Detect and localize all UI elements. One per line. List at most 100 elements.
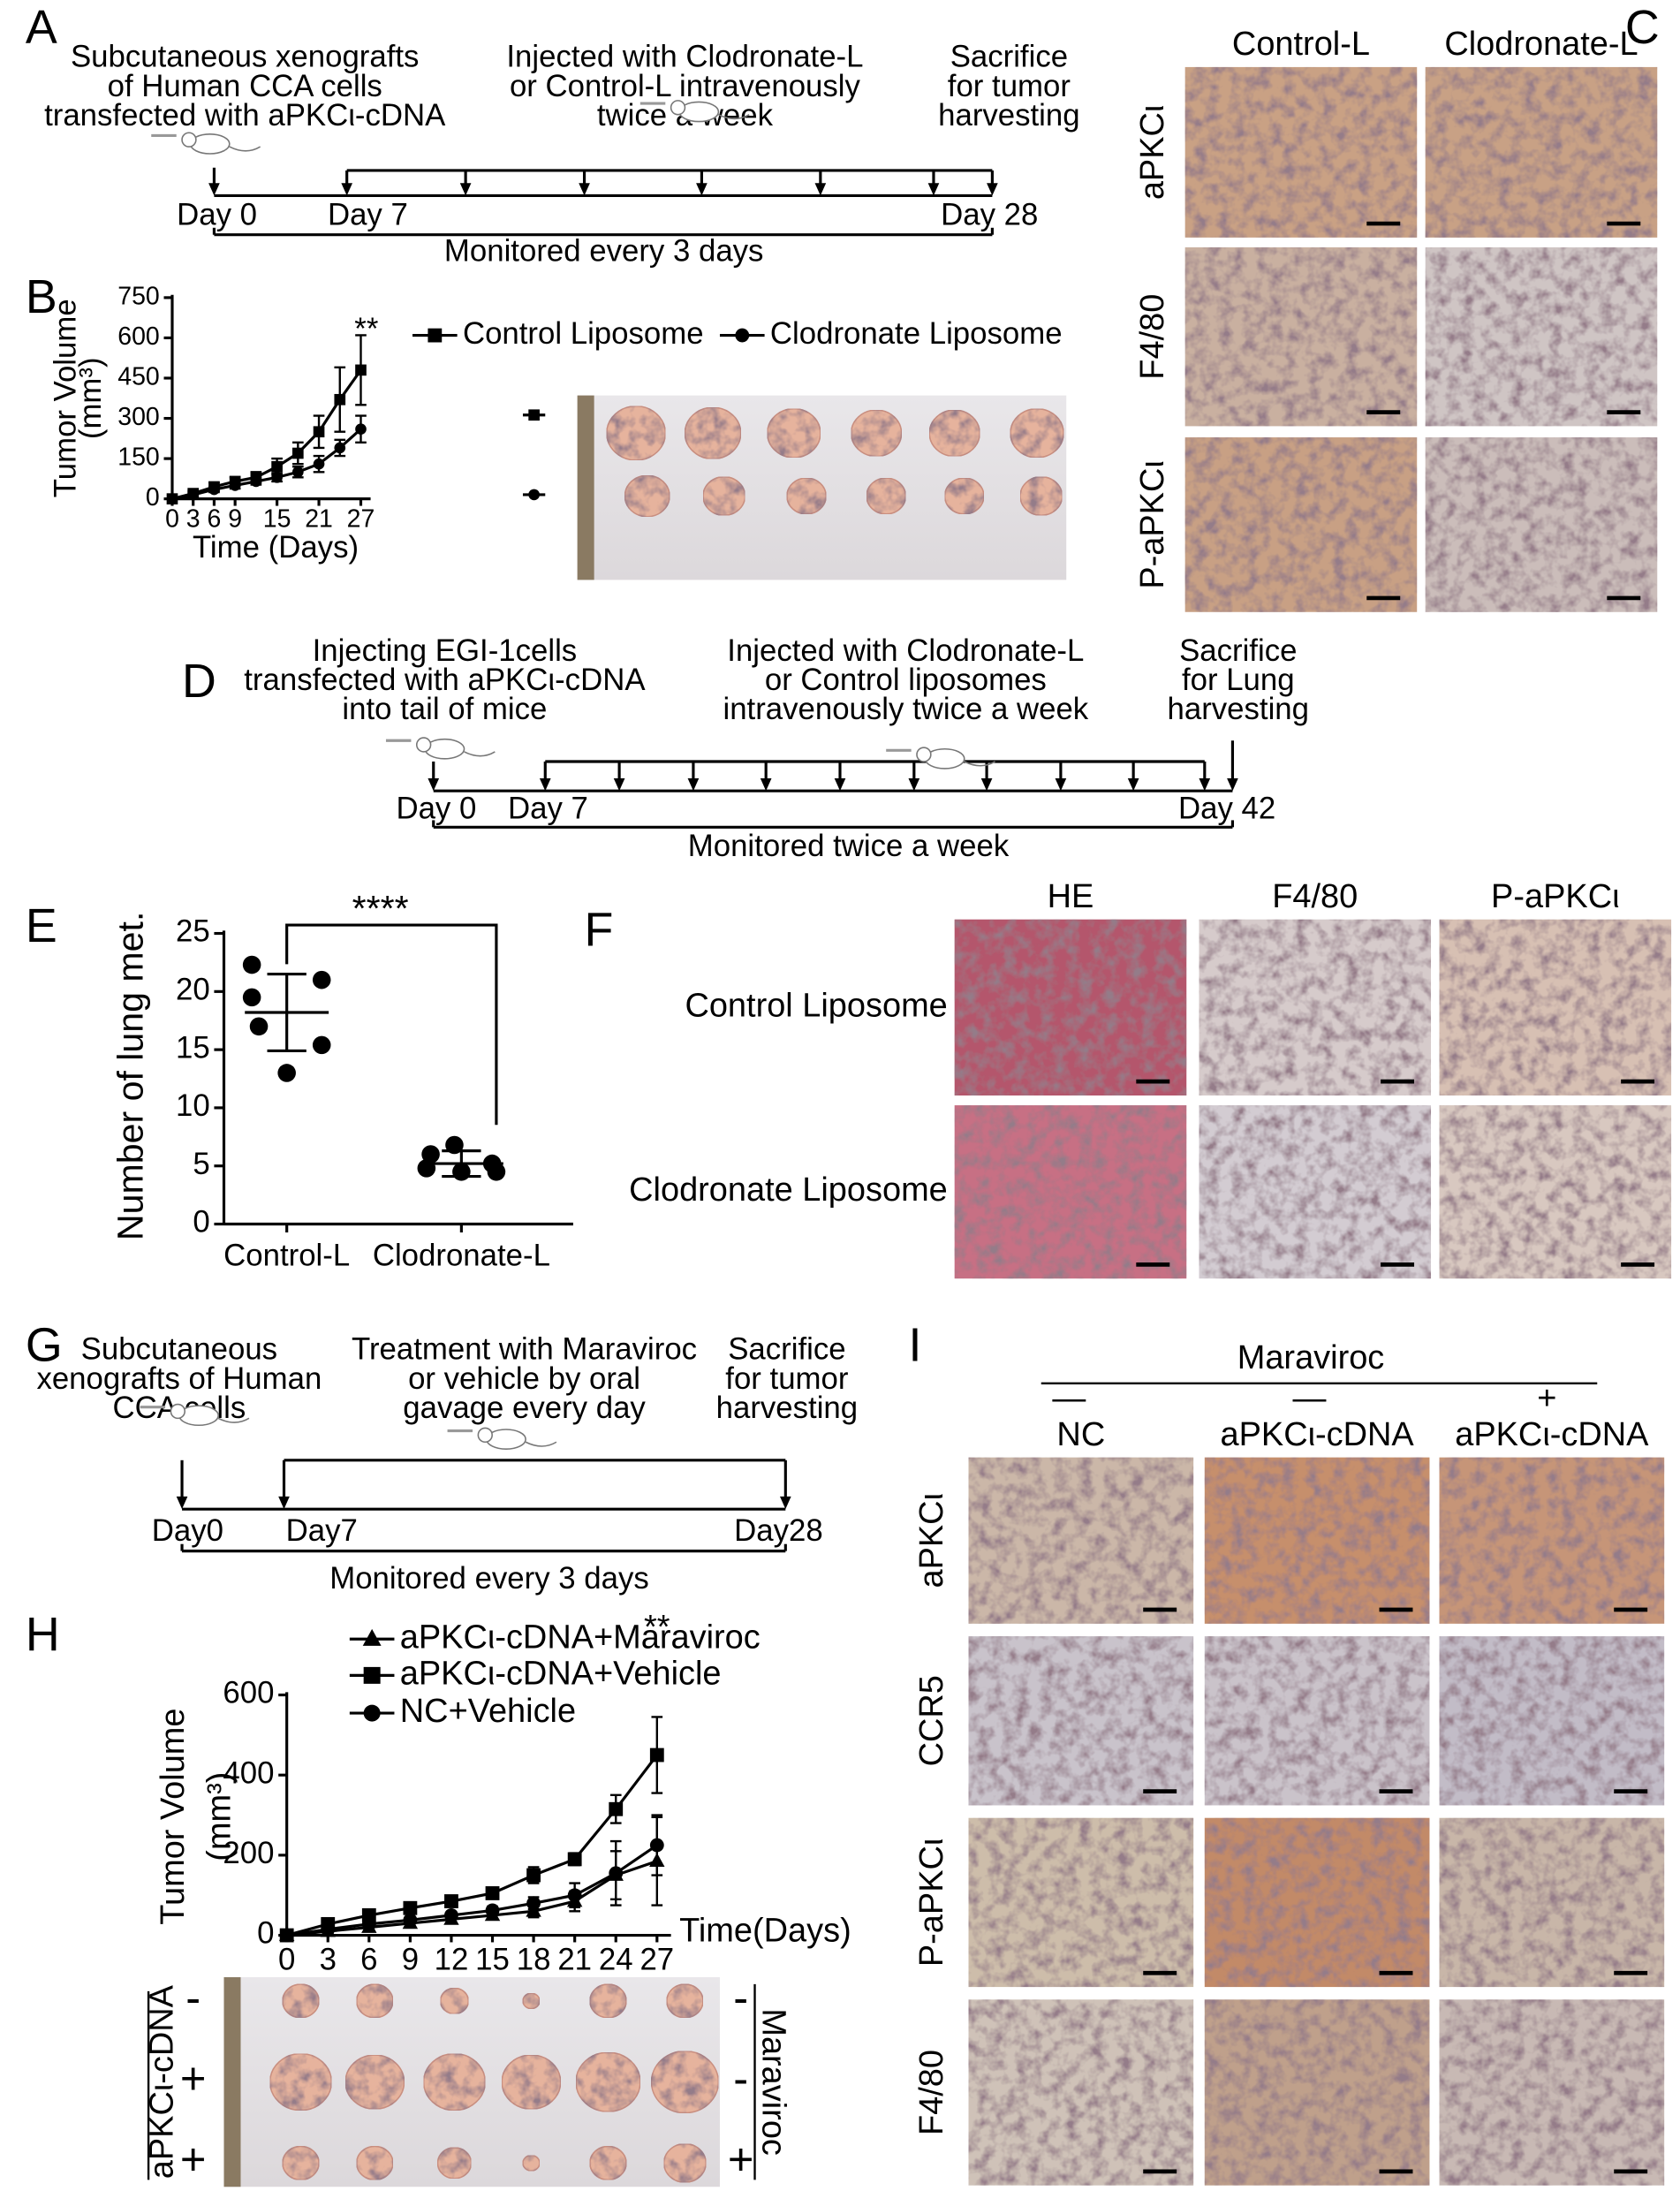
x-axis-label: Time (Days)	[193, 531, 359, 565]
day-label: Day7	[286, 1514, 358, 1548]
mouse-icon	[415, 737, 432, 753]
series-line	[286, 1860, 658, 1937]
arrow-head	[779, 1496, 791, 1510]
step-text: Injected with Clodronate-L	[727, 634, 1084, 668]
micrograph	[1425, 246, 1658, 427]
x-tick-label: 9	[402, 1943, 419, 1976]
arrow-head	[579, 183, 590, 196]
column-label: NC	[1056, 1416, 1105, 1453]
step-text: harvesting	[1168, 693, 1309, 726]
photo-row-sign: +	[728, 2134, 754, 2185]
sd-bar	[267, 973, 306, 1053]
day-label: Day 7	[508, 792, 588, 826]
micrograph	[1199, 1105, 1432, 1279]
step-text: or vehicle by oral	[408, 1362, 640, 1396]
treatment-sign: —	[1292, 1380, 1326, 1417]
mouse-icon	[424, 738, 465, 760]
day-label: Day 0	[396, 792, 476, 826]
tumor	[355, 2145, 394, 2181]
row-label: Control Liposome	[685, 987, 947, 1024]
photo-row-sign: +	[180, 2053, 207, 2104]
y-tick-label: 5	[193, 1148, 209, 1181]
y-tick-label: 400	[223, 1756, 274, 1790]
day-label: Day 7	[328, 198, 408, 231]
panel-letter: B	[26, 270, 57, 323]
tumor	[850, 409, 903, 458]
x-tick-label: 24	[599, 1943, 633, 1976]
row-label: Clodronate Liposome	[629, 1171, 948, 1209]
micrograph	[968, 1999, 1194, 2186]
data-point	[485, 1886, 500, 1900]
data-point	[526, 1896, 541, 1911]
panel-letter: G	[26, 1318, 63, 1371]
micrograph	[1184, 66, 1418, 238]
step-text: for tumor	[948, 70, 1071, 103]
mouse-icon	[178, 1405, 219, 1427]
row-label: F4/80	[913, 2050, 950, 2135]
micrograph	[1439, 1105, 1672, 1279]
data-point	[334, 442, 346, 454]
y-tick-label: 600	[223, 1677, 274, 1710]
tumor	[589, 2145, 627, 2181]
data-point	[271, 460, 283, 473]
data-point	[649, 1747, 664, 1763]
data-point	[312, 1035, 331, 1055]
column-label: P-aPKCι	[1491, 878, 1619, 915]
treatment-sign: +	[1537, 1380, 1556, 1417]
y-axis-label: (mm³)	[74, 357, 108, 439]
sd-bar	[442, 1149, 481, 1179]
group-label: Maraviroc	[1237, 1339, 1385, 1376]
x-tick-label: Clodronate-L	[373, 1240, 550, 1273]
micrograph	[1439, 1457, 1665, 1624]
data-point	[403, 1913, 418, 1928]
arrow-head	[1199, 777, 1211, 792]
micrograph	[1425, 66, 1658, 238]
data-point	[403, 1900, 418, 1915]
mouse-icon	[189, 133, 231, 155]
arrow-head	[834, 777, 846, 792]
x-tick-label: 0	[165, 504, 179, 533]
legend-marker	[362, 1628, 382, 1646]
arrow-head	[687, 777, 700, 792]
tumor	[666, 1983, 704, 2019]
mouse-icon	[525, 1441, 557, 1447]
step-text: Sacrifice	[1179, 634, 1297, 668]
tumor	[766, 407, 821, 459]
data-point	[313, 458, 325, 470]
tumor	[606, 405, 667, 461]
data-point	[567, 1852, 582, 1867]
arrow-head	[987, 183, 998, 196]
photo-row-sign: -	[185, 1972, 201, 2022]
micrograph	[1184, 246, 1418, 427]
y-tick-label: 750	[117, 282, 159, 310]
arrow-head	[980, 777, 993, 792]
y-tick-label: 600	[117, 322, 159, 351]
step-text: Sacrifice	[950, 41, 1068, 74]
panel-letter: C	[1625, 1, 1660, 54]
data-point	[417, 1159, 436, 1178]
arrow-head	[696, 183, 708, 196]
y-tick-label: 15	[176, 1031, 210, 1065]
y-tick-label: 20	[176, 974, 210, 1007]
data-point	[292, 447, 304, 459]
x-tick-label: 12	[435, 1943, 469, 1976]
tumor	[436, 2147, 473, 2180]
day-label: Day 28	[941, 198, 1038, 231]
legend-marker	[428, 328, 443, 343]
tumor	[439, 1987, 470, 2015]
x-tick-label: 3	[320, 1943, 337, 1976]
arrow-head	[1127, 777, 1139, 792]
legend-marker	[363, 1666, 381, 1684]
monitor-text: Monitored twice a week	[688, 830, 1010, 863]
step-text: or Control liposomes	[765, 663, 1047, 697]
series-line	[171, 428, 362, 501]
tumor	[344, 2054, 405, 2110]
day-label: Day28	[734, 1514, 823, 1548]
mouse-icon	[229, 146, 261, 152]
data-point	[208, 483, 220, 496]
annotation: ****	[352, 888, 409, 929]
mouse-icon	[170, 1403, 186, 1420]
arrow-head	[278, 1496, 290, 1510]
